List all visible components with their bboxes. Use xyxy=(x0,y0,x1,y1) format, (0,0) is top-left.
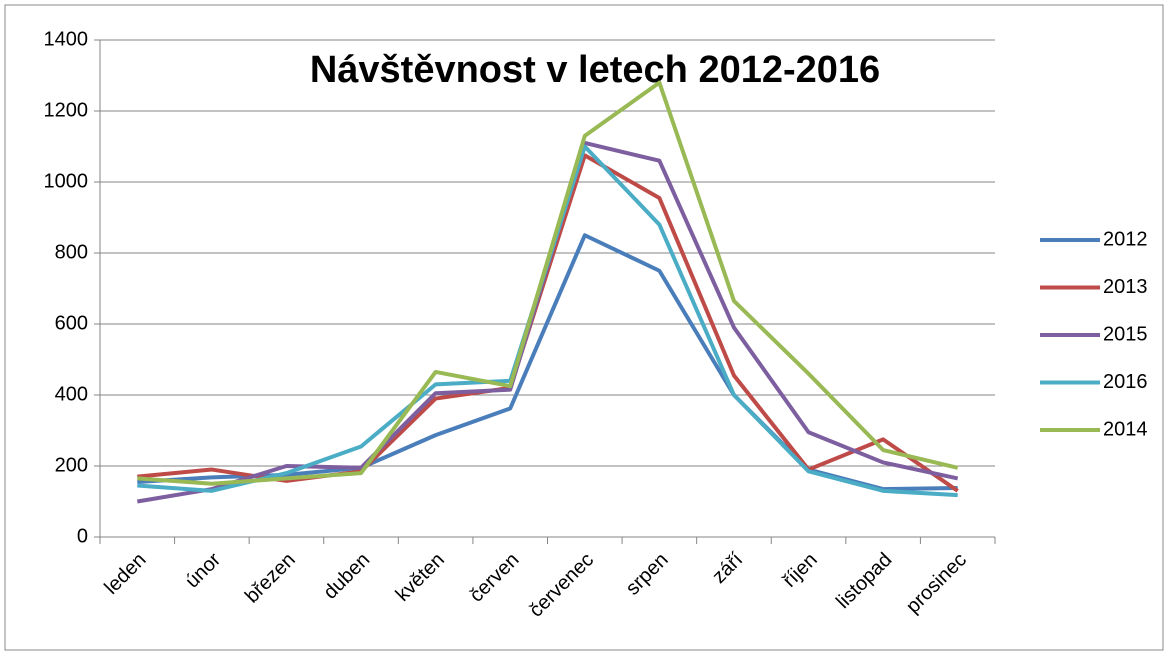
legend-label: 2013 xyxy=(1103,276,1148,298)
series-line xyxy=(137,80,959,486)
y-tick-label: 1000 xyxy=(44,170,89,192)
y-tick-label: 600 xyxy=(55,312,88,334)
legend-label: 2012 xyxy=(1103,228,1148,250)
y-tick-label: 800 xyxy=(55,241,88,263)
y-tick-label: 200 xyxy=(55,454,88,476)
chart-frame xyxy=(4,4,1164,651)
y-tick-label: 400 xyxy=(55,383,88,405)
legend-label: 2016 xyxy=(1103,371,1148,393)
chart-title: Návštěvnost v letech 2012-2016 xyxy=(310,49,880,91)
legend-label: 2014 xyxy=(1103,418,1148,440)
y-tick-label: 1400 xyxy=(44,28,89,50)
legend-label: 2015 xyxy=(1103,323,1148,345)
y-tick-label: 1200 xyxy=(44,99,89,121)
y-tick-label: 0 xyxy=(77,525,88,547)
